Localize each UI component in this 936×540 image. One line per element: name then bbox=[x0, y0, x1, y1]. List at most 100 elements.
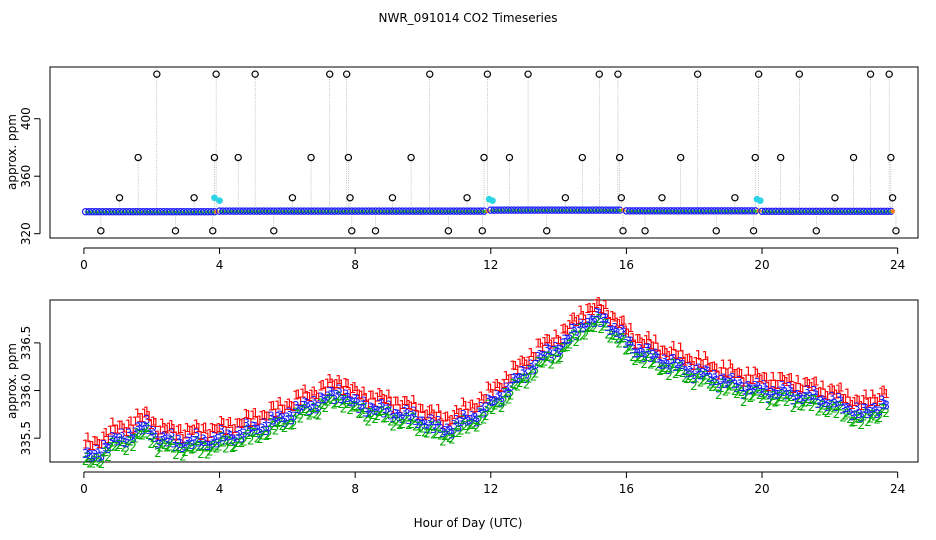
panel-bottom-marker-1: 1 bbox=[426, 404, 434, 418]
panel-bottom-marker-3: 3 bbox=[787, 385, 795, 399]
panel-bottom-marker-1: 1 bbox=[294, 388, 302, 402]
panel-bottom-marker-2: 2 bbox=[170, 441, 178, 455]
panel-bottom-marker-2: 2 bbox=[464, 423, 472, 437]
panel-bottom-marker-1: 1 bbox=[177, 422, 185, 436]
panel-bottom-marker-3: 3 bbox=[731, 378, 739, 392]
panel-bottom-marker-3: 3 bbox=[837, 395, 845, 409]
panel-bottom-marker-3: 3 bbox=[159, 431, 167, 445]
panel-bottom-marker-2: 2 bbox=[206, 445, 214, 459]
panel-bottom-marker-1: 1 bbox=[421, 409, 429, 423]
panel-bottom-marker-2: 2 bbox=[805, 395, 813, 409]
panel-bottom-marker-2: 2 bbox=[202, 441, 210, 455]
panel-bottom-marker-2: 2 bbox=[668, 361, 676, 375]
panel-bottom-marker-3: 3 bbox=[493, 388, 501, 402]
panel-bottom-marker-1: 1 bbox=[98, 438, 106, 452]
panel-bottom-marker-1: 1 bbox=[428, 403, 436, 417]
panel-bottom-marker-1: 1 bbox=[688, 354, 696, 368]
panel-bottom-marker-1: 1 bbox=[143, 405, 151, 419]
panel-top-outlier-point bbox=[212, 70, 220, 78]
panel-bottom-marker-2: 2 bbox=[222, 442, 230, 456]
panel-bottom-marker-1: 1 bbox=[430, 408, 438, 422]
panel-bottom-marker-2: 2 bbox=[842, 409, 850, 423]
panel-bottom-marker-1: 1 bbox=[147, 418, 155, 432]
panel-top-x-tick-label: 24 bbox=[890, 258, 905, 272]
panel-bottom-marker-2: 2 bbox=[833, 407, 841, 421]
panel-bottom-marker-3: 3 bbox=[880, 397, 888, 411]
panel-bottom-marker-3: 3 bbox=[805, 389, 813, 403]
panel-bottom-x-tick-label: 0 bbox=[80, 482, 88, 496]
panel-bottom-marker-2: 2 bbox=[358, 407, 366, 421]
panel-bottom-marker-1: 1 bbox=[502, 369, 510, 383]
panel-top-cyan-point bbox=[757, 197, 764, 204]
panel-bottom-marker-1: 1 bbox=[396, 402, 404, 416]
panel-bottom-marker-3: 3 bbox=[591, 316, 599, 330]
panel-bottom-marker-2: 2 bbox=[783, 395, 791, 409]
panel-bottom-marker-1: 1 bbox=[774, 378, 782, 392]
panel-bottom-marker-3: 3 bbox=[274, 410, 282, 424]
panel-bottom-marker-2: 2 bbox=[238, 436, 246, 450]
panel-bottom-marker-3: 3 bbox=[627, 335, 635, 349]
panel-bottom-marker-3: 3 bbox=[563, 333, 571, 347]
panel-bottom-marker-3: 3 bbox=[602, 311, 610, 325]
panel-bottom-marker-1: 1 bbox=[505, 372, 513, 386]
panel-bottom-marker-1: 1 bbox=[539, 340, 547, 354]
panel-bottom-marker-3: 3 bbox=[188, 438, 196, 452]
panel-top-outlier-point bbox=[270, 227, 278, 235]
panel-top-outlier-points bbox=[97, 70, 900, 235]
panel-bottom-marker-2: 2 bbox=[389, 419, 397, 433]
panel-bottom-marker-1: 1 bbox=[776, 370, 784, 384]
panel-bottom-marker-3: 3 bbox=[364, 406, 372, 420]
panel-bottom-marker-2: 2 bbox=[263, 429, 271, 443]
panel-bottom-marker-2: 2 bbox=[421, 425, 429, 439]
panel-bottom-marker-3: 3 bbox=[407, 409, 415, 423]
panel-bottom-marker-1: 1 bbox=[674, 349, 682, 363]
panel-bottom-marker-2: 2 bbox=[489, 403, 497, 417]
panel-bottom-marker-2: 2 bbox=[156, 441, 164, 455]
panel-bottom-marker-3: 3 bbox=[636, 342, 644, 356]
panel-bottom-marker-2: 2 bbox=[136, 428, 144, 442]
panel-bottom-marker-2: 2 bbox=[331, 398, 339, 412]
panel-bottom-marker-1: 1 bbox=[638, 335, 646, 349]
panel-bottom-marker-2: 2 bbox=[645, 347, 653, 361]
panel-bottom-marker-3: 3 bbox=[152, 431, 160, 445]
panel-bottom-marker-2: 2 bbox=[873, 412, 881, 426]
panel-bottom-marker-2: 2 bbox=[828, 399, 836, 413]
panel-bottom-marker-3: 3 bbox=[195, 435, 203, 449]
panel-bottom-marker-1: 1 bbox=[484, 380, 492, 394]
panel-bottom-marker-1: 1 bbox=[864, 397, 872, 411]
panel-bottom-marker-1: 1 bbox=[767, 377, 775, 391]
panel-bottom-marker-3: 3 bbox=[491, 394, 499, 408]
panel-bottom-marker-2: 2 bbox=[695, 367, 703, 381]
panel-bottom-marker-3: 3 bbox=[423, 422, 431, 436]
panel-bottom-marker-1: 1 bbox=[251, 406, 259, 420]
panel-bottom-marker-1: 1 bbox=[326, 372, 334, 386]
panel-top-outlier-point bbox=[407, 153, 415, 162]
panel-bottom-marker-2: 2 bbox=[371, 412, 379, 426]
panel-bottom-marker-3: 3 bbox=[213, 436, 221, 450]
panel-bottom-marker-1: 1 bbox=[595, 295, 603, 309]
panel-bottom-marker-3: 3 bbox=[860, 402, 868, 416]
panel-top-x-tick-label: 12 bbox=[483, 258, 498, 272]
panel-bottom-marker-3: 3 bbox=[595, 306, 603, 320]
panel-bottom-marker-2: 2 bbox=[747, 391, 755, 405]
panel-bottom-marker-2: 2 bbox=[448, 432, 456, 446]
panel-bottom-marker-1: 1 bbox=[545, 333, 553, 347]
panel-bottom-marker-3: 3 bbox=[640, 351, 648, 365]
panel-top-outlier-point bbox=[892, 227, 900, 235]
panel-bottom-marker-1: 1 bbox=[450, 408, 458, 422]
panel-bottom-marker-3: 3 bbox=[482, 400, 490, 414]
panel-bottom-marker-2: 2 bbox=[469, 417, 477, 431]
panel-top-y-tick-label: 400 bbox=[19, 107, 33, 130]
panel-bottom-marker-2: 2 bbox=[269, 419, 277, 433]
x-axis-title: Hour of Day (UTC) bbox=[414, 516, 523, 530]
panel-bottom-marker-1: 1 bbox=[876, 391, 884, 405]
panel-bottom-marker-3: 3 bbox=[487, 394, 495, 408]
panel-bottom-marker-2: 2 bbox=[595, 312, 603, 326]
panel-bottom-marker-3: 3 bbox=[306, 404, 314, 418]
panel-bottom-marker-1: 1 bbox=[697, 356, 705, 370]
panel-bottom-marker-3: 3 bbox=[498, 396, 506, 410]
panel-bottom-marker-1: 1 bbox=[152, 416, 160, 430]
panel-bottom-marker-2: 2 bbox=[407, 417, 415, 431]
panel-bottom-marker-1: 1 bbox=[263, 410, 271, 424]
panel-bottom-marker-2: 2 bbox=[147, 437, 155, 451]
